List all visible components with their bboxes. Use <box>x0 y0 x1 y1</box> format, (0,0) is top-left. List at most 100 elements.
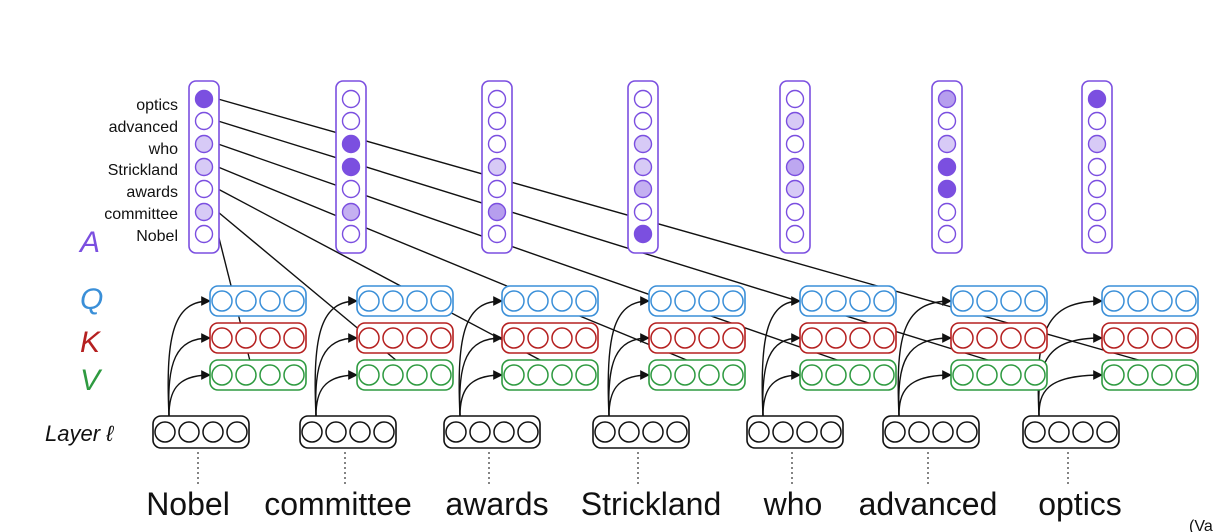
layer-vector-0 <box>152 415 250 449</box>
attention-cell <box>194 179 214 199</box>
vector-unit <box>884 421 906 443</box>
vector-unit <box>382 327 404 349</box>
query-vector-0 <box>209 285 307 317</box>
arrow-to-query <box>314 296 358 417</box>
attention-cell <box>633 202 653 222</box>
attention-cell <box>487 111 507 131</box>
token-word-5: advanced <box>859 486 998 522</box>
attn-label-1: advanced <box>109 119 178 136</box>
vector-unit <box>820 421 842 443</box>
vector-unit <box>674 364 696 386</box>
attention-cell <box>487 134 507 154</box>
value-vector-1 <box>356 359 454 391</box>
layer-vectors <box>152 415 1120 449</box>
attention-row-labels: optics advanced who Strickland awards co… <box>104 97 178 245</box>
token-word-4: who <box>763 486 823 522</box>
vector-unit <box>1127 364 1149 386</box>
arrow-to-key <box>315 333 358 417</box>
attention-cell <box>1087 157 1107 177</box>
attn-label-5: committee <box>104 206 178 223</box>
attention-cell <box>341 202 361 222</box>
token-words: Nobel committee awards Strickland who ad… <box>146 486 1122 522</box>
vector-unit <box>235 364 257 386</box>
vector-unit <box>1024 364 1046 386</box>
vector-unit <box>358 290 380 312</box>
vector-unit <box>259 327 281 349</box>
attn-label-6: Nobel <box>136 228 178 245</box>
vector-unit <box>1024 290 1046 312</box>
attention-cell <box>1087 179 1107 199</box>
vector-unit <box>650 290 672 312</box>
query-label: Q <box>80 283 103 316</box>
vector-unit <box>849 327 871 349</box>
query-vector-4 <box>799 285 897 317</box>
attention-cell <box>785 179 805 199</box>
vector-unit <box>594 421 616 443</box>
vector-unit <box>873 290 895 312</box>
vector-unit <box>1151 364 1173 386</box>
vector-unit <box>235 327 257 349</box>
vector-unit <box>301 421 323 443</box>
attention-line <box>217 188 543 362</box>
attention-cell <box>194 89 214 109</box>
vector-unit <box>1175 290 1197 312</box>
attention-cell <box>633 111 653 131</box>
vector-unit <box>373 421 395 443</box>
arrow-to-key <box>1038 333 1103 417</box>
attention-cell <box>341 224 361 244</box>
vector-unit <box>211 364 233 386</box>
arrow-to-key <box>459 333 503 417</box>
vector-unit <box>226 421 248 443</box>
attention-cell <box>937 202 957 222</box>
vector-unit <box>235 290 257 312</box>
vector-unit <box>551 327 573 349</box>
value-label: V <box>80 364 103 397</box>
vector-unit <box>358 327 380 349</box>
key-vector-2 <box>501 322 599 354</box>
layer-vector-1 <box>299 415 397 449</box>
value-vector-5 <box>950 359 1048 391</box>
arrow-to-value <box>1038 370 1103 417</box>
value-vector-2 <box>501 359 599 391</box>
value-vector-0 <box>209 359 307 391</box>
vector-unit <box>722 290 744 312</box>
token-word-3: Strickland <box>581 486 722 522</box>
vector-unit <box>825 364 847 386</box>
vector-unit <box>1175 327 1197 349</box>
query-vector-2 <box>501 285 599 317</box>
vector-unit <box>493 421 515 443</box>
vector-unit <box>801 290 823 312</box>
vector-unit <box>932 421 954 443</box>
attention-cell <box>633 157 653 177</box>
arrow-to-query <box>897 296 952 417</box>
vector-unit <box>952 327 974 349</box>
vector-unit <box>698 290 720 312</box>
vector-unit <box>517 421 539 443</box>
layer-vector-2 <box>443 415 541 449</box>
vector-unit <box>178 421 200 443</box>
attention-cell <box>937 111 957 131</box>
vector-unit <box>873 327 895 349</box>
vector-unit <box>349 421 371 443</box>
attention-cell <box>1087 224 1107 244</box>
attention-cell <box>785 157 805 177</box>
vector-unit <box>952 364 974 386</box>
attention-cell <box>633 224 653 244</box>
vector-unit <box>1103 327 1125 349</box>
vector-unit <box>1000 290 1022 312</box>
arrow-to-query <box>458 296 503 417</box>
vector-unit <box>382 364 404 386</box>
vector-unit <box>674 327 696 349</box>
key-vector-4 <box>799 322 897 354</box>
key-vector-6 <box>1101 322 1199 354</box>
attention-cell <box>341 89 361 109</box>
token-word-6: optics <box>1038 486 1122 522</box>
arrow-to-value <box>459 370 503 417</box>
attention-cell <box>487 89 507 109</box>
vector-unit <box>406 364 428 386</box>
token-word-2: awards <box>445 486 548 522</box>
vector-unit <box>1072 421 1094 443</box>
vector-unit <box>873 364 895 386</box>
vector-unit <box>575 290 597 312</box>
attention-cell <box>937 89 957 109</box>
